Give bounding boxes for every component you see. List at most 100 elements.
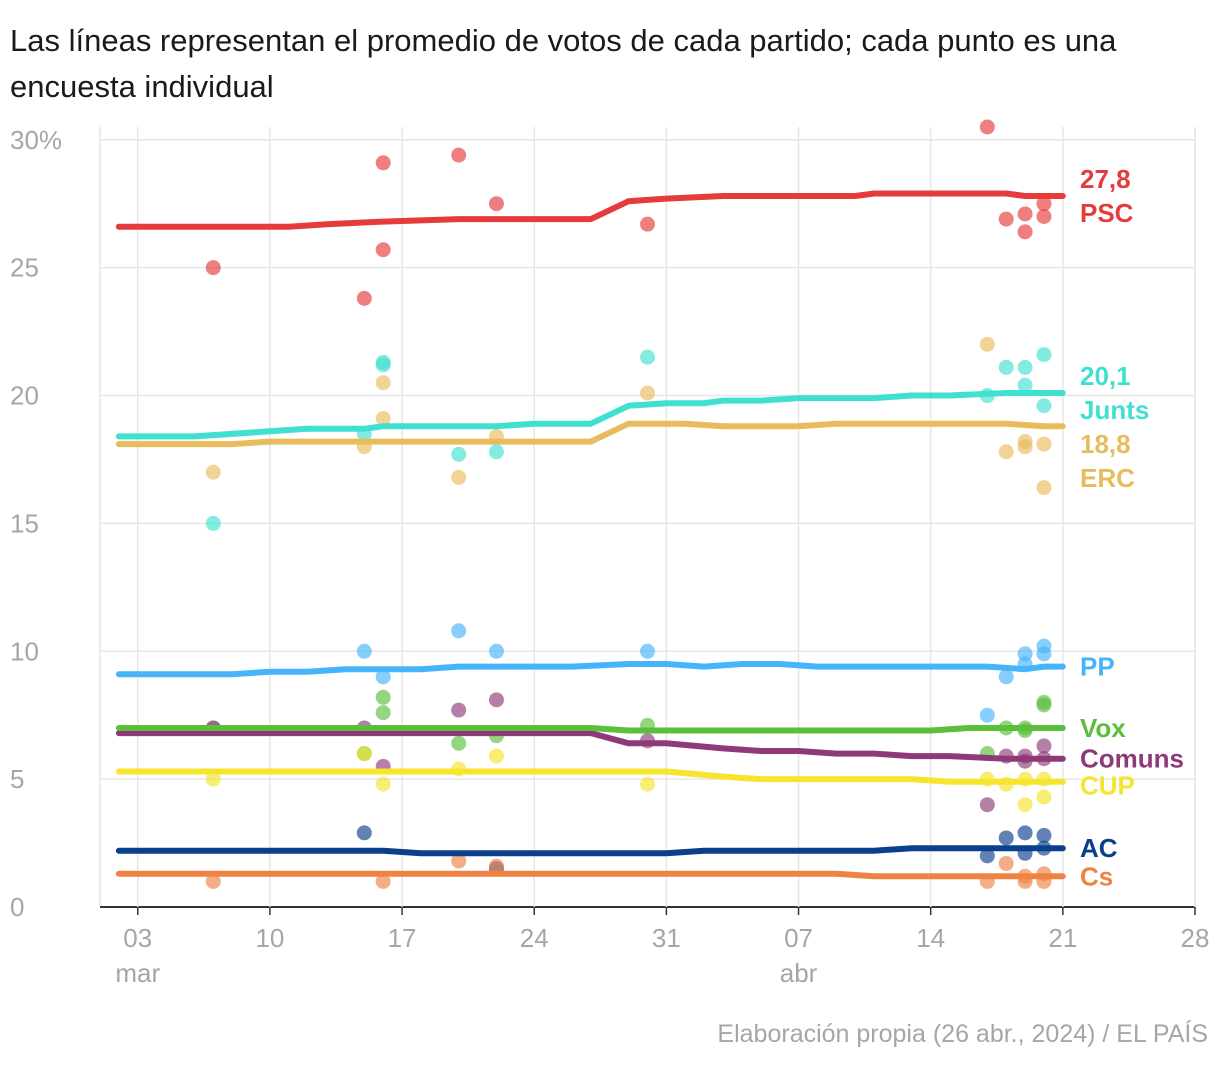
poll-point-junts bbox=[1017, 359, 1033, 375]
poll-point-pp bbox=[375, 669, 391, 685]
x-tick-label: 21 bbox=[1048, 923, 1077, 953]
poll-point-vox bbox=[375, 705, 391, 721]
series-name-label: AC bbox=[1080, 833, 1118, 863]
x-axis-ticks: 03 mar 10 17 24 31 07 abr 14 21 28 bbox=[115, 923, 1209, 988]
x-tick-label: 07 bbox=[784, 923, 813, 953]
chart-subtitle: Las líneas representan el promedio de vo… bbox=[10, 23, 1117, 104]
y-tick-label: 0 bbox=[10, 892, 24, 922]
average-line-junts bbox=[115, 390, 1066, 440]
poll-point-junts bbox=[451, 446, 467, 462]
poll-point-erc bbox=[451, 469, 467, 485]
poll-point-erc bbox=[1036, 436, 1052, 452]
average-line-cs bbox=[115, 870, 1066, 880]
poll-point-erc bbox=[640, 385, 655, 401]
average-line-vox bbox=[115, 725, 1066, 734]
poll-point-pp bbox=[356, 643, 372, 659]
x-tick-label: 03 bbox=[123, 923, 152, 953]
average-line-pp bbox=[115, 661, 1066, 678]
poll-point-ac bbox=[979, 848, 995, 864]
average-line-cup bbox=[115, 768, 1066, 785]
poll-point-junts bbox=[205, 515, 221, 531]
x-tick-label: 31 bbox=[652, 923, 681, 953]
series-value-label: 27,8 bbox=[1080, 164, 1131, 194]
poll-point-psc bbox=[1017, 206, 1033, 222]
poll-point-cup bbox=[488, 748, 504, 764]
poll-point-cup bbox=[1036, 789, 1052, 805]
poll-point-psc bbox=[640, 216, 655, 232]
poll-point-pp bbox=[488, 643, 504, 659]
gridlines bbox=[99, 127, 1196, 915]
poll-point-ac bbox=[356, 825, 372, 841]
poll-point-erc bbox=[998, 444, 1014, 460]
poll-point-psc bbox=[356, 290, 372, 306]
poll-point-cup bbox=[205, 771, 221, 787]
y-tick-label: 15 bbox=[10, 508, 39, 538]
poll-point-erc bbox=[1017, 439, 1033, 455]
poll-point-pp bbox=[451, 623, 467, 639]
series-name-label: Vox bbox=[1080, 713, 1126, 743]
poll-point-comuns bbox=[451, 702, 467, 718]
poll-point-cup bbox=[640, 776, 655, 792]
series-value-label: 20,1 bbox=[1080, 361, 1131, 391]
source-note: Elaboración propia (26 abr., 2024) / EL … bbox=[717, 1020, 1208, 1048]
poll-point-psc bbox=[451, 147, 467, 163]
poll-point-psc bbox=[488, 196, 504, 212]
poll-point-psc bbox=[375, 155, 391, 171]
poll-point-psc bbox=[1036, 196, 1052, 212]
poll-point-junts bbox=[1036, 398, 1052, 414]
poll-point-erc bbox=[375, 375, 391, 391]
poll-point-cs bbox=[205, 873, 221, 889]
poll-point-psc bbox=[205, 260, 221, 276]
poll-point-pp bbox=[640, 643, 655, 659]
series-name-label: PP bbox=[1080, 652, 1115, 682]
poll-point-comuns bbox=[1036, 738, 1052, 754]
average-line-psc bbox=[115, 190, 1066, 230]
x-tick-sublabel: mar bbox=[115, 958, 160, 988]
average-line-erc bbox=[115, 420, 1066, 448]
y-tick-label: 25 bbox=[10, 253, 39, 283]
poll-point-erc bbox=[205, 464, 221, 480]
y-tick-label: 5 bbox=[10, 764, 24, 794]
poll-point-junts bbox=[998, 359, 1014, 375]
poll-point-pp bbox=[998, 669, 1014, 685]
poll-point-cs bbox=[998, 856, 1014, 872]
poll-point-cup bbox=[375, 776, 391, 792]
y-tick-label: 10 bbox=[10, 636, 39, 666]
poll-point-psc bbox=[375, 242, 391, 258]
poll-point-junts bbox=[1017, 377, 1033, 393]
poll-point-psc bbox=[1017, 224, 1033, 240]
poll-point-vox bbox=[375, 689, 391, 705]
series-value-label: 18,8 bbox=[1080, 429, 1131, 459]
y-tick-label: 30% bbox=[10, 125, 62, 155]
series-name-label: ERC bbox=[1080, 463, 1135, 493]
poll-point-cup bbox=[356, 746, 372, 762]
series-name-label: PSC bbox=[1080, 198, 1134, 228]
x-tick-label: 28 bbox=[1181, 923, 1210, 953]
poll-point-cs bbox=[451, 853, 467, 869]
poll-point-psc bbox=[998, 211, 1014, 227]
poll-point-cup bbox=[1017, 797, 1033, 813]
poll-point-erc bbox=[1036, 480, 1052, 496]
average-lines bbox=[115, 190, 1066, 880]
poll-point-erc bbox=[375, 411, 391, 427]
series-name-label: Cs bbox=[1080, 861, 1113, 891]
poll-point-pp bbox=[1036, 646, 1052, 662]
poll-point-junts bbox=[1036, 347, 1052, 363]
poll-point-psc bbox=[1036, 209, 1052, 225]
poll-point-vox bbox=[451, 735, 467, 751]
poll-point-pp bbox=[979, 707, 995, 723]
x-tick-label: 17 bbox=[388, 923, 417, 953]
poll-point-ac bbox=[998, 830, 1014, 846]
poll-point-vox bbox=[1036, 697, 1052, 713]
x-tick-label: 10 bbox=[255, 923, 284, 953]
poll-point-cs bbox=[488, 858, 504, 874]
x-tick-label: 14 bbox=[916, 923, 945, 953]
poll-point-comuns bbox=[979, 797, 995, 813]
series-name-label: CUP bbox=[1080, 771, 1135, 801]
series-name-label: Comuns bbox=[1080, 744, 1184, 774]
y-axis-ticks: 0 5 10 15 20 25 30% bbox=[10, 125, 62, 922]
poll-point-erc bbox=[979, 336, 995, 352]
poll-point-psc bbox=[979, 119, 995, 135]
